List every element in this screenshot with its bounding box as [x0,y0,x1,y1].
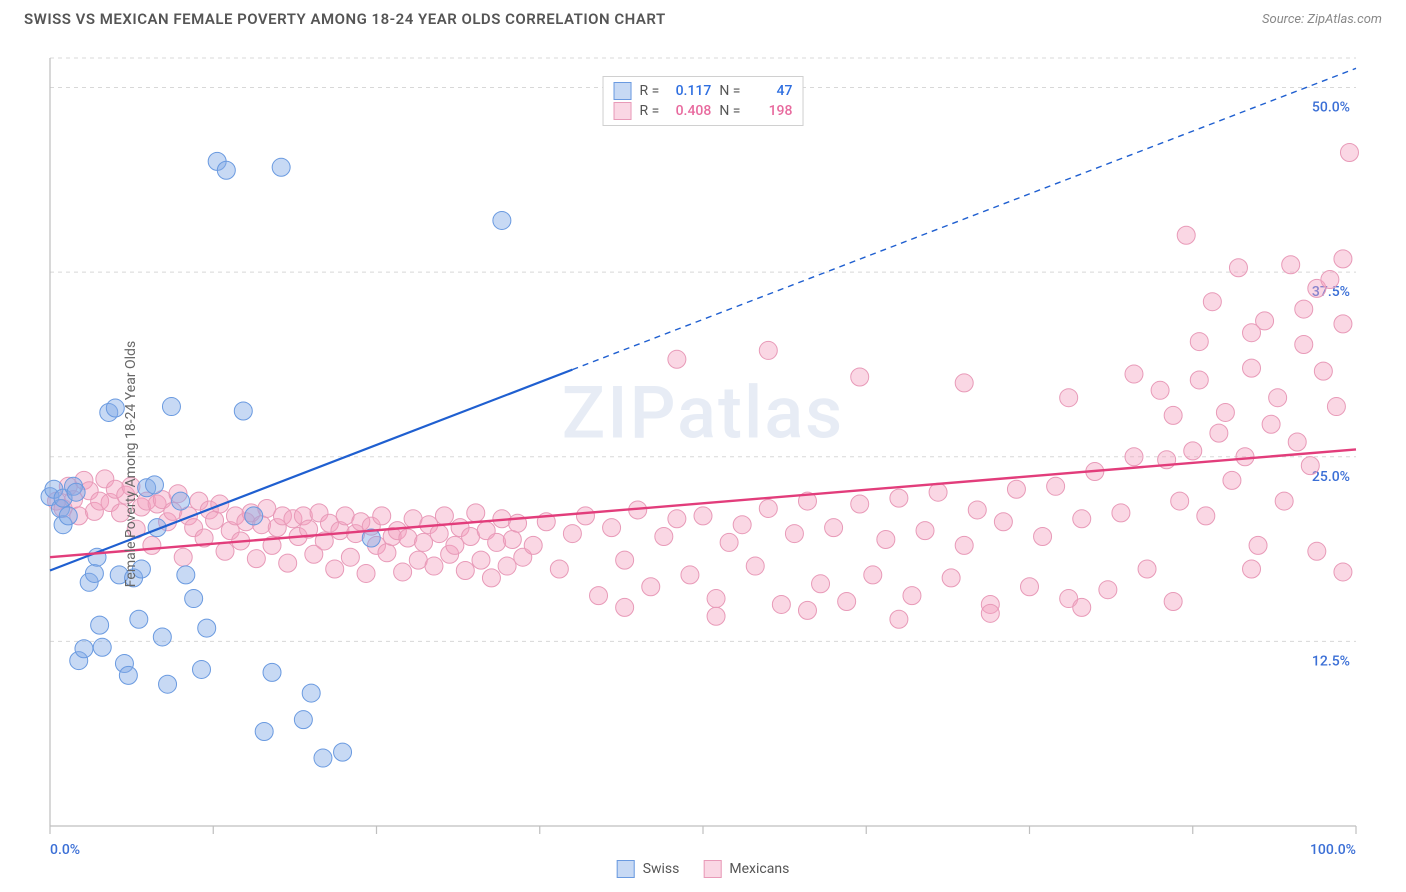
series-legend: Swiss Mexicans [617,860,790,878]
swiss-n-value: 47 [748,83,792,99]
legend-item-swiss: Swiss [617,860,680,878]
stats-legend-row: R = 0.117 N = 47 [614,81,793,101]
y-axis-label: Female Poverty Among 18-24 Year Olds [123,341,139,587]
x-axis-min-label: 0.0% [50,842,80,858]
r-label: R = [640,83,660,99]
swiss-swatch-icon [614,82,632,100]
mexicans-r-value: 0.408 [667,103,711,119]
x-axis-max-label: 100.0% [1310,842,1356,858]
scatter-plot: 12.5%25.0%37.5%50.0% [0,36,1406,892]
legend-label: Mexicans [729,861,789,877]
n-label: N = [719,83,740,99]
stats-legend: R = 0.117 N = 47 R = 0.408 N = 198 [603,76,804,126]
chart-area: Female Poverty Among 18-24 Year Olds R =… [0,36,1406,892]
mexicans-swatch-icon [614,102,632,120]
swiss-swatch-icon [617,860,635,878]
svg-text:50.0%: 50.0% [1312,100,1350,116]
swiss-r-value: 0.117 [667,83,711,99]
mexicans-swatch-icon [703,860,721,878]
legend-item-mexicans: Mexicans [703,860,789,878]
n-label: N = [719,103,740,119]
chart-title: SWISS VS MEXICAN FEMALE POVERTY AMONG 18… [24,10,666,28]
svg-text:12.5%: 12.5% [1312,653,1350,669]
r-label: R = [640,103,660,119]
legend-label: Swiss [643,861,680,877]
source-label: Source: ZipAtlas.com [1262,12,1382,27]
stats-legend-row: R = 0.408 N = 198 [614,101,793,121]
mexicans-n-value: 198 [748,103,792,119]
